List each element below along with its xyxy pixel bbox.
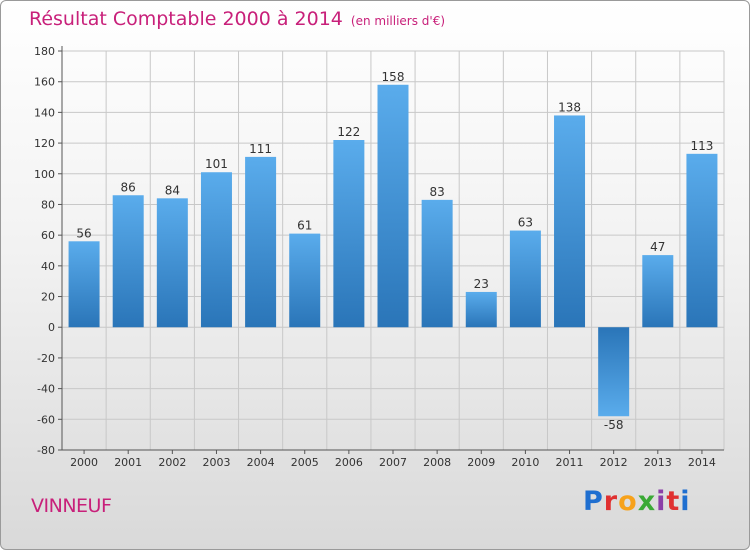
y-tick-label: -80	[37, 444, 55, 457]
x-tick-label-2007: 2007	[379, 456, 407, 469]
data-label-2005: 61	[297, 219, 312, 233]
bar-2003	[200, 172, 232, 328]
logo-letter: i	[680, 486, 691, 517]
data-label-2008: 83	[429, 185, 444, 199]
data-label-2013: 47	[650, 240, 665, 254]
logo-letter: x	[637, 486, 657, 517]
x-tick-label-2004: 2004	[247, 456, 275, 469]
x-tick-label-2008: 2008	[423, 456, 451, 469]
x-tick-label-2001: 2001	[114, 456, 142, 469]
bar-2006	[333, 140, 365, 328]
y-tick-label: 0	[48, 321, 55, 334]
logo-letter: o	[618, 486, 638, 517]
bar-2000	[68, 241, 100, 328]
proxiti-logo: Proxiti	[583, 486, 691, 517]
y-tick-label: -20	[37, 352, 55, 365]
chart-subtitle: (en milliers d'€)	[350, 14, 446, 28]
y-tick-label: -40	[37, 383, 55, 396]
y-tick-label: 140	[34, 106, 55, 119]
data-label-2010: 63	[518, 216, 533, 230]
data-label-2011: 138	[558, 100, 581, 114]
logo-letter: t	[666, 486, 681, 517]
data-label-2007: 158	[382, 70, 405, 84]
bar-2005	[289, 233, 321, 328]
bar-2010	[509, 230, 541, 328]
logo-letter: i	[656, 486, 667, 517]
x-tick-label-2002: 2002	[158, 456, 186, 469]
x-tick-label-2011: 2011	[556, 456, 584, 469]
chart-title: Résultat Comptable 2000 à 2014	[29, 8, 343, 30]
title-block: Résultat Comptable 2000 à 2014 (en millie…	[29, 8, 445, 30]
data-label-2001: 86	[121, 180, 136, 194]
y-tick-label: 20	[41, 291, 55, 304]
x-tick-label-2013: 2013	[644, 456, 672, 469]
bar-2001	[112, 195, 144, 328]
y-tick-label: 100	[34, 168, 55, 181]
bar-2011	[554, 115, 586, 328]
bar-2002	[156, 198, 188, 328]
data-label-2009: 23	[474, 277, 489, 291]
bar-2014	[686, 153, 718, 328]
y-tick-label: 160	[34, 76, 55, 89]
bar-2007	[377, 84, 409, 328]
y-tick-label: 40	[41, 260, 55, 273]
commune-name: VINNEUF	[31, 495, 112, 517]
x-tick-label-2009: 2009	[467, 456, 495, 469]
x-tick-label-2012: 2012	[600, 456, 628, 469]
y-tick-label: 60	[41, 229, 55, 242]
logo-letter: r	[603, 486, 619, 517]
bar-2009	[465, 291, 497, 328]
data-label-2002: 84	[165, 183, 180, 197]
data-label-2003: 101	[205, 157, 228, 171]
bar-2004	[245, 156, 277, 328]
bar-2013	[642, 255, 674, 328]
x-tick-label-2003: 2003	[202, 456, 230, 469]
data-label-2014: 113	[690, 139, 713, 153]
y-tick-label: 120	[34, 137, 55, 150]
x-tick-label-2006: 2006	[335, 456, 363, 469]
data-label-2012: -58	[604, 418, 624, 432]
x-tick-label-2005: 2005	[291, 456, 319, 469]
data-label-2004: 111	[249, 142, 272, 156]
y-tick-label: 180	[34, 45, 55, 58]
x-tick-label-2014: 2014	[688, 456, 716, 469]
bar-2008	[421, 199, 453, 328]
x-tick-label-2000: 2000	[70, 456, 98, 469]
data-label-2000: 56	[76, 226, 91, 240]
y-tick-label: -60	[37, 413, 55, 426]
logo-letter: P	[583, 486, 604, 517]
bar-2012	[598, 327, 630, 417]
data-label-2006: 122	[337, 125, 360, 139]
x-tick-label-2010: 2010	[511, 456, 539, 469]
y-tick-label: 80	[41, 198, 55, 211]
